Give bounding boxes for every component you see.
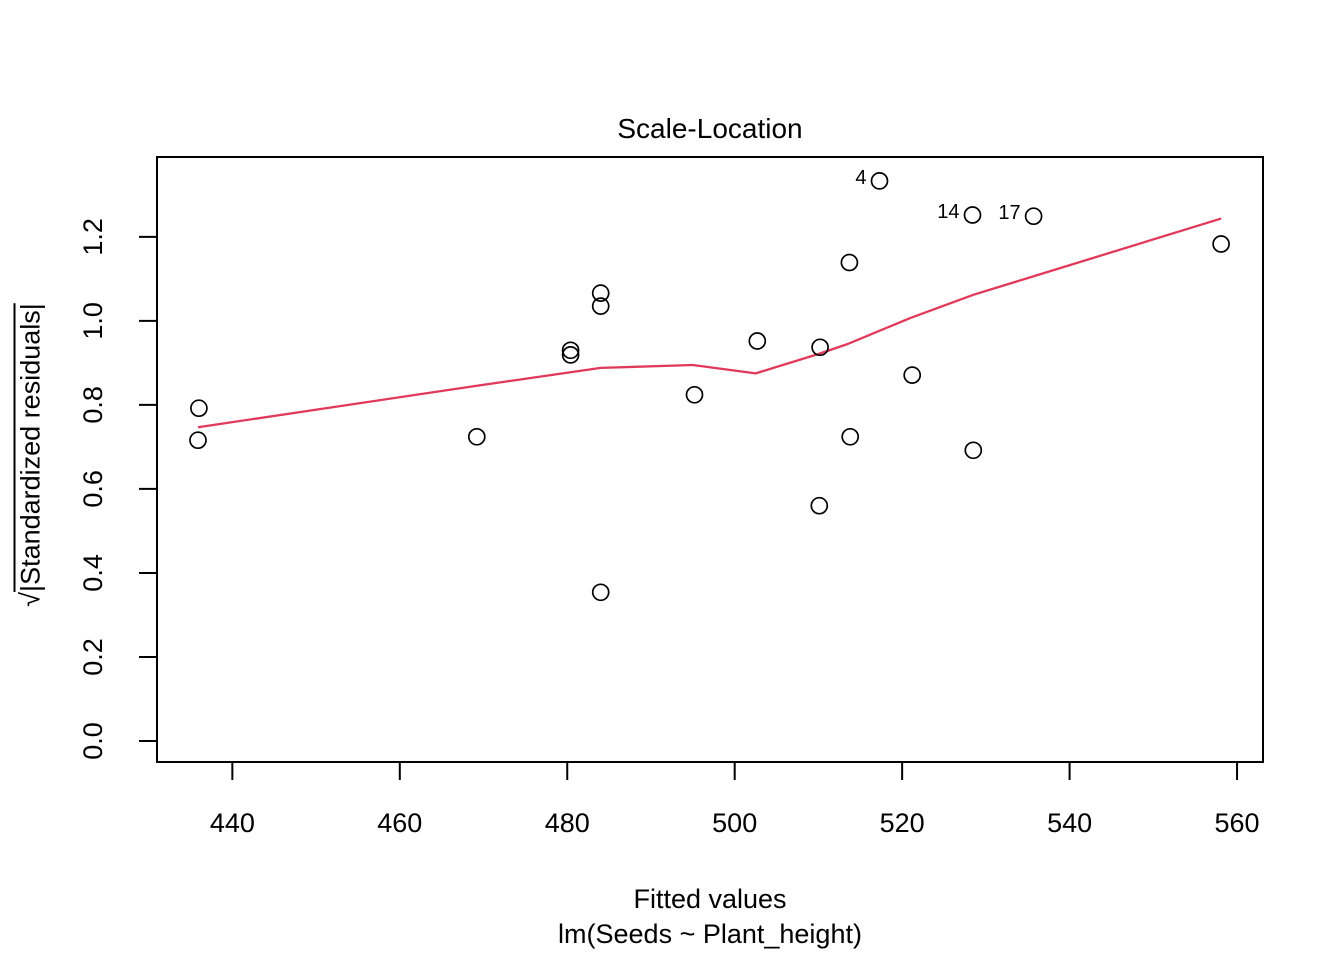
y-tick-label: 0.8	[78, 386, 108, 424]
y-axis-label-sqrt: √	[15, 591, 46, 607]
model-formula-caption: lm(Seeds ~ Plant_height)	[558, 919, 862, 949]
point-id-label: 4	[855, 167, 866, 189]
x-tick-label: 540	[1047, 808, 1092, 838]
data-point	[685, 385, 704, 404]
x-tick-label: 460	[377, 808, 422, 838]
x-tick-label: 500	[712, 808, 757, 838]
data-point	[963, 206, 982, 224]
data-point	[1212, 235, 1230, 253]
data-point	[748, 332, 767, 350]
data-point	[591, 297, 610, 315]
y-tick-label: 0.4	[78, 554, 108, 592]
smooth-line	[197, 217, 1222, 429]
y-tick-label: 0.2	[78, 638, 108, 676]
data-point	[190, 399, 208, 418]
x-tick-label: 480	[545, 808, 590, 838]
data-point	[591, 284, 610, 302]
data-point	[811, 338, 829, 357]
y-tick-label: 1.2	[78, 218, 108, 256]
data-point	[870, 172, 889, 190]
point-id-label: 17	[998, 202, 1020, 224]
plot-box	[156, 156, 1264, 763]
data-point	[189, 431, 207, 450]
data-point	[964, 441, 983, 460]
x-tick-label: 560	[1215, 808, 1260, 838]
data-point	[561, 341, 580, 360]
data-point	[467, 427, 486, 446]
y-tick-label: 1.0	[78, 302, 108, 340]
data-point	[841, 427, 860, 446]
data-point	[1024, 207, 1043, 226]
data-point	[561, 346, 580, 364]
y-axis-label: √|Standardized residuals|	[16, 303, 47, 607]
data-point	[591, 583, 610, 602]
y-tick-label: 0.6	[78, 470, 108, 508]
x-tick-label: 440	[210, 808, 255, 838]
data-point	[840, 253, 859, 272]
x-axis-label: Fitted values	[633, 884, 787, 914]
chart-title: Scale-Location	[617, 113, 803, 144]
y-axis-label-text: |Standardized residuals|	[15, 303, 46, 592]
data-point	[810, 496, 829, 515]
x-tick-label: 520	[880, 808, 925, 838]
point-id-label: 14	[937, 201, 959, 223]
data-point	[903, 366, 922, 384]
y-tick-label: 0.0	[78, 722, 108, 760]
